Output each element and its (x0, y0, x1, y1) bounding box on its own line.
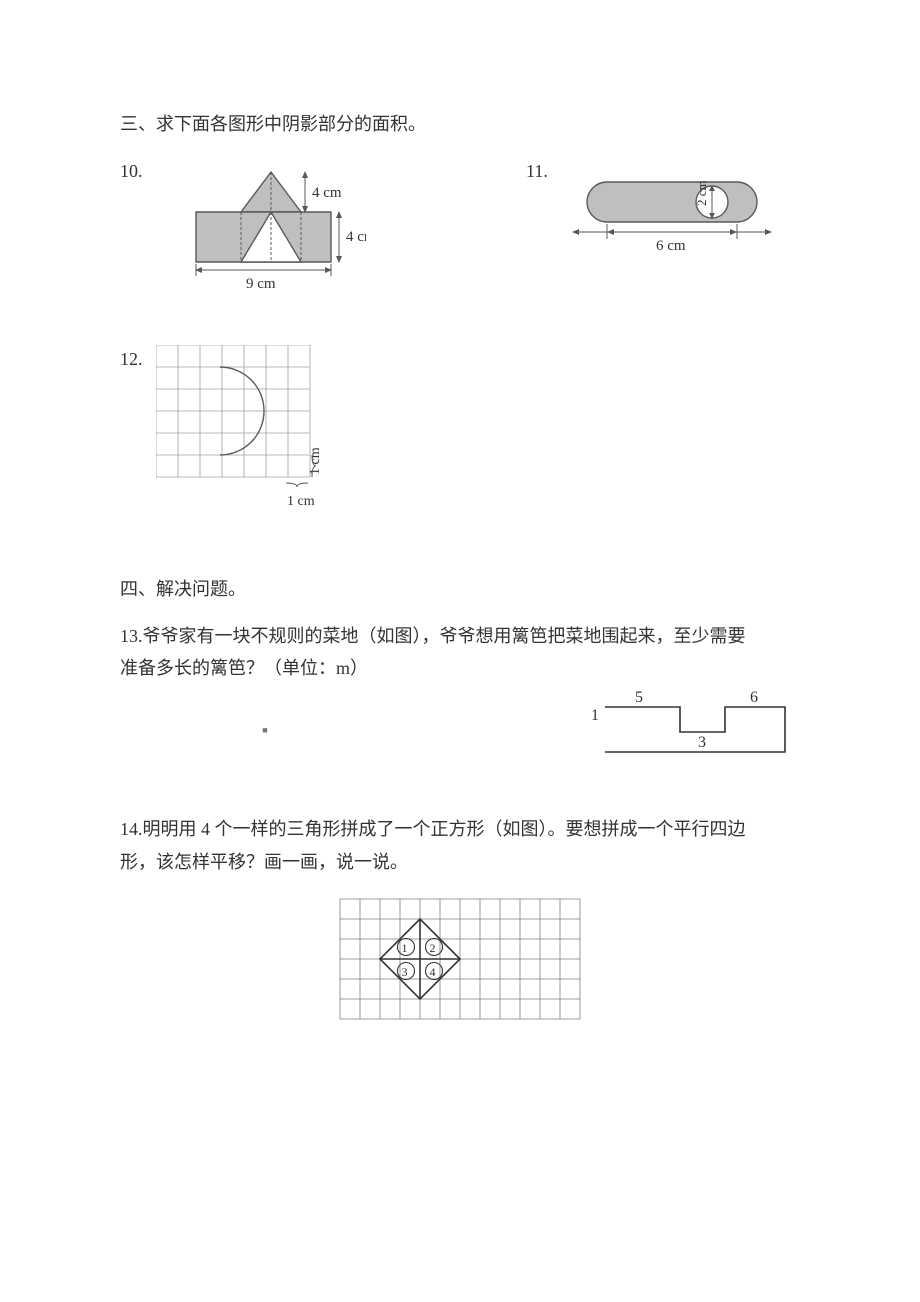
section-3-title: 三、求下面各图形中阴影部分的面积。 (120, 110, 800, 139)
q10-label-bottom: 9 cm (246, 276, 276, 292)
q10-figure: 4 cm 4 cm 9 cm (156, 157, 366, 297)
center-dot: ■ (120, 723, 410, 737)
q13-label-mid: 3 (698, 734, 706, 751)
q13-line1: 13.爷爷家有一块不规则的菜地（如图），爷爷想用篱笆把菜地围起来，至少需要 (120, 622, 800, 651)
svg-text:1: 1 (402, 941, 408, 955)
q13-line2: 准备多长的篱笆？（单位：m） (120, 654, 800, 683)
q12-label-y: 1 cm (308, 447, 323, 475)
q13-label-topleft: 5 (635, 689, 643, 706)
q12-label-x: 1 cm (287, 494, 315, 509)
svg-text:4: 4 (430, 965, 436, 979)
q14-line1: 14.明明用 4 个一样的三角形拼成了一个正方形（如图）。要想拼成一个平行四边 (120, 815, 800, 844)
problem-12: 12. 1 cm 1 cm (120, 345, 800, 515)
q11-number: 11. (526, 157, 562, 186)
svg-text:2: 2 (430, 941, 436, 955)
problem-10: 10. 4 cm 4 cm (120, 157, 366, 297)
q11-figure: 2 cm 6 cm (562, 157, 792, 267)
problem-11: 11. 2 cm 6 cm (526, 157, 792, 297)
q12-number: 12. (120, 345, 156, 374)
row-q10-q11: 10. 4 cm 4 cm (120, 157, 800, 297)
q11-label-w: 6 cm (656, 238, 686, 254)
q10-label-right: 4 cm (346, 229, 366, 245)
section-4-title: 四、解决问题。 (120, 575, 800, 604)
problem-13: 13.爷爷家有一块不规则的菜地（如图），爷爷想用篱笆把菜地围起来，至少需要 准备… (120, 622, 800, 768)
problem-14: 14.明明用 4 个一样的三角形拼成了一个正方形（如图）。要想拼成一个平行四边 … (120, 815, 800, 1029)
q14-line2: 形，该怎样平移？画一画，说一说。 (120, 848, 800, 877)
q14-figure: 1 2 3 4 (330, 889, 590, 1029)
q13-label-topright: 6 (750, 689, 758, 706)
svg-text:3: 3 (402, 965, 408, 979)
q11-label-d: 2 cm (694, 180, 709, 206)
q10-number: 10. (120, 157, 156, 186)
q10-label-top: 4 cm (312, 185, 342, 201)
q12-figure: 1 cm 1 cm (156, 345, 356, 515)
q13-label-left: 1 (591, 707, 599, 724)
q13-figure: 5 6 1 3 (580, 687, 800, 767)
